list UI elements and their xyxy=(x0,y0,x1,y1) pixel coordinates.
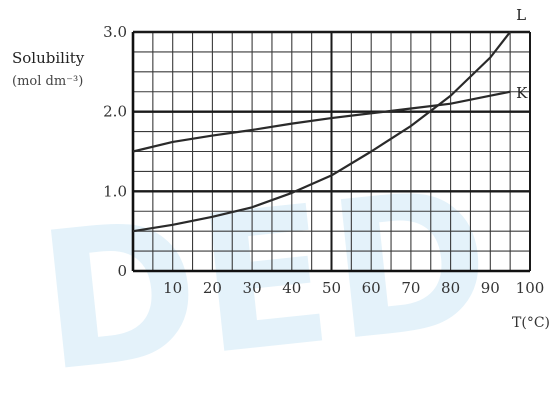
y-axis-label: Solubility (mol dm⁻³) xyxy=(12,46,84,94)
x-axis-title: T(°C) xyxy=(512,315,550,331)
x-tick-label: 60 xyxy=(362,279,381,297)
x-tick-label: 30 xyxy=(243,279,262,297)
y-tick-label: 0 xyxy=(117,262,127,280)
x-tick-label: 90 xyxy=(481,279,500,297)
grid-lines xyxy=(133,30,531,271)
series-line-L xyxy=(132,31,512,233)
x-tick-label: 20 xyxy=(203,279,222,297)
x-tick-label: 70 xyxy=(401,279,420,297)
y-axis-title: Solubility xyxy=(12,49,85,67)
series-label-K: K xyxy=(516,84,528,102)
y-tick-label: 3.0 xyxy=(103,23,127,41)
y-axis-unit: (mol dm⁻³) xyxy=(12,74,84,89)
x-tick-label: 100 xyxy=(516,279,545,297)
series-label-L: L xyxy=(516,6,526,24)
x-tick-label: 80 xyxy=(441,279,460,297)
y-tick-label: 1.0 xyxy=(103,182,127,200)
x-tick-label: 50 xyxy=(322,279,341,297)
x-tick-label: 40 xyxy=(282,279,301,297)
series-line-K xyxy=(132,90,511,153)
solubility-chart: 0 1.0 2.0 3.0 10 20 30 40 50 60 70 80 90 100 T(°C) L K xyxy=(103,6,550,331)
x-tick-label: 10 xyxy=(163,279,182,297)
y-tick-label: 2.0 xyxy=(103,103,127,121)
